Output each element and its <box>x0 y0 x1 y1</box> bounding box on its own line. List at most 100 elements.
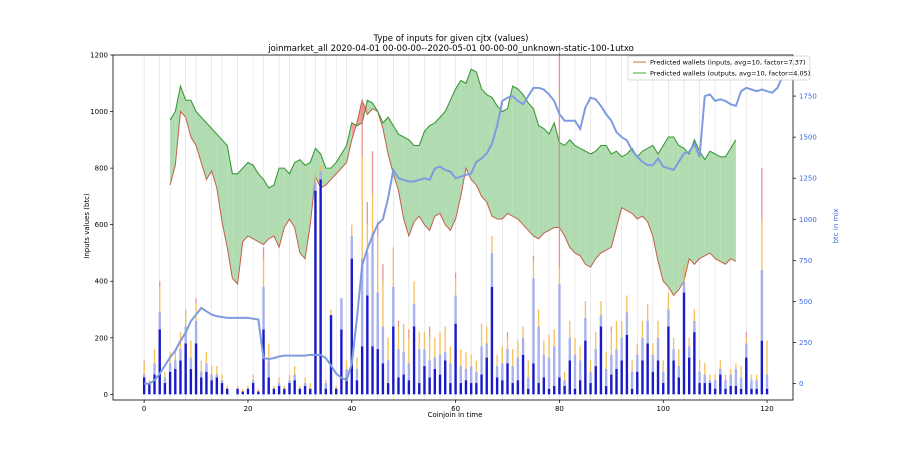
bar-dark-69 <box>501 380 504 395</box>
bar-dark-75 <box>532 363 535 395</box>
bar-light-14 <box>215 374 219 378</box>
bar-light-115 <box>739 377 743 389</box>
band-segment-0 <box>170 111 176 186</box>
bar-dark-82 <box>568 360 571 395</box>
bar-dark-94 <box>630 388 634 395</box>
chart-title: Type of inputs for given cjtx (values) <box>373 34 529 44</box>
bar-light-13 <box>210 374 213 381</box>
bar-orange-73 <box>522 326 524 338</box>
bar-orange-74 <box>527 360 529 378</box>
bar-light-79 <box>553 346 556 386</box>
bar-dark-76 <box>537 383 540 395</box>
bar-orange-64 <box>475 360 478 372</box>
bar-light-89 <box>604 368 608 386</box>
bar-dark-24 <box>267 377 270 395</box>
bar-dark-109 <box>708 383 712 395</box>
bar-light-88 <box>599 315 603 327</box>
bar-orange-25 <box>273 385 275 389</box>
bar-dark-110 <box>713 388 717 395</box>
band-segment-72 <box>543 128 550 234</box>
band-segment-85 <box>611 151 617 248</box>
bar-orange-47 <box>387 337 389 361</box>
bar-dark-0 <box>142 377 146 395</box>
bar-dark-40 <box>350 258 353 395</box>
bar-dark-71 <box>511 383 514 395</box>
bar-orange-120 <box>766 340 768 375</box>
bar-light-104 <box>682 281 686 293</box>
band-segment-94 <box>658 145 664 282</box>
band-segment-81 <box>590 151 596 268</box>
bar-dark-42 <box>360 346 364 395</box>
bar-light-24 <box>267 360 270 378</box>
y-tick-label-800: 800 <box>95 165 108 173</box>
bar-light-34 <box>319 170 322 180</box>
bar-red-43 <box>366 202 369 225</box>
bar-orange-39 <box>345 360 348 369</box>
band-segment-89 <box>632 148 638 220</box>
bar-dark-2 <box>153 374 156 395</box>
bar-dark-78 <box>547 388 551 395</box>
bar-red-80 <box>558 52 561 268</box>
y-tick-label-200: 200 <box>95 334 108 342</box>
bar-dark-43 <box>366 295 369 395</box>
bar-orange-62 <box>465 351 467 369</box>
bar-orange-119 <box>761 219 763 270</box>
band-segment-99 <box>683 148 690 282</box>
bar-light-3 <box>158 312 161 330</box>
bar-dark-25 <box>272 388 276 395</box>
bar-orange-77 <box>543 340 545 355</box>
bar-orange-89 <box>605 351 607 369</box>
band-segment-76 <box>564 139 570 248</box>
bar-orange-26 <box>278 377 280 384</box>
x-tick-label-60: 60 <box>451 405 460 413</box>
bar-orange-118 <box>756 374 758 381</box>
y-axis-label: Inputs values (btc) <box>83 193 91 259</box>
bar-dark-1 <box>148 383 151 395</box>
bar-light-65 <box>480 346 483 375</box>
bar-light-59 <box>449 363 452 384</box>
band-segment-38 <box>367 100 373 115</box>
bar-orange-114 <box>735 363 737 369</box>
band-segment-59 <box>476 71 482 197</box>
bar-dark-117 <box>750 388 753 395</box>
bar-red-3 <box>159 281 161 287</box>
bar-dark-3 <box>158 329 161 395</box>
bar-light-96 <box>641 337 644 361</box>
bar-light-12 <box>205 363 208 372</box>
bar-orange-96 <box>641 320 644 338</box>
band-segment-53 <box>445 100 451 231</box>
bar-orange-13 <box>210 366 213 375</box>
bar-light-100 <box>662 371 665 384</box>
y2-tick-label-500: 500 <box>799 298 812 306</box>
bar-light-6 <box>174 360 177 369</box>
x-tick-label-120: 120 <box>760 405 773 413</box>
x-tick-label-80: 80 <box>555 405 564 413</box>
bar-light-28 <box>288 380 291 384</box>
bar-orange-35 <box>325 380 327 384</box>
bar-orange-63 <box>470 354 472 367</box>
band-segment-100 <box>689 139 695 265</box>
bar-dark-100 <box>662 383 665 395</box>
band-segment-14 <box>242 162 248 242</box>
bar-light-35 <box>324 383 328 389</box>
bar-light-118 <box>755 380 758 389</box>
band-segment-62 <box>491 97 498 220</box>
y2-tick-label-1250: 1250 <box>799 175 817 183</box>
band-segment-25 <box>299 159 306 259</box>
bar-dark-48 <box>392 326 395 395</box>
bar-dark-11 <box>200 377 203 395</box>
bar-dark-108 <box>703 383 706 395</box>
bar-dark-113 <box>729 385 732 395</box>
bar-red-49 <box>397 320 400 327</box>
band-segment-68 <box>523 94 529 231</box>
bar-orange-22 <box>257 388 260 392</box>
bar-orange-117 <box>750 374 753 381</box>
bar-dark-51 <box>407 380 411 395</box>
bar-light-40 <box>350 235 353 259</box>
bar-dark-60 <box>454 323 457 395</box>
band-segment-70 <box>533 108 539 239</box>
band-segment-13 <box>237 168 243 285</box>
bar-red-75 <box>532 255 535 262</box>
bar-dark-81 <box>563 385 566 395</box>
bar-orange-104 <box>683 264 685 282</box>
